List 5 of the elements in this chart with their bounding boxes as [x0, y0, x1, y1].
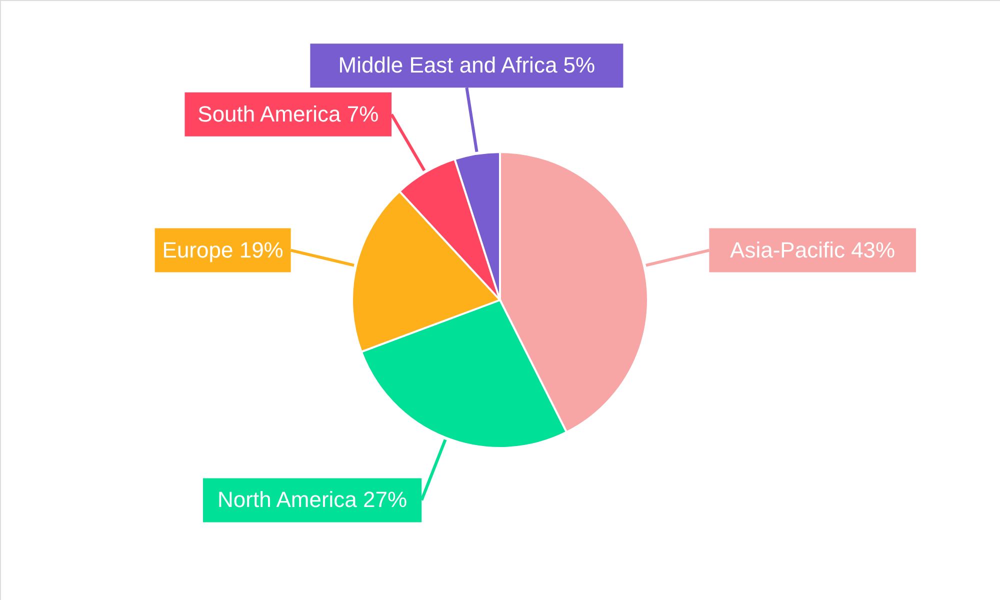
slice-label: Asia-Pacific 43% [730, 237, 896, 262]
slice-label: Europe 19% [162, 237, 284, 262]
slice-label: Middle East and Africa 5% [338, 52, 596, 78]
slice-label: South America 7% [198, 101, 379, 126]
slice-label: North America 27% [218, 487, 408, 512]
